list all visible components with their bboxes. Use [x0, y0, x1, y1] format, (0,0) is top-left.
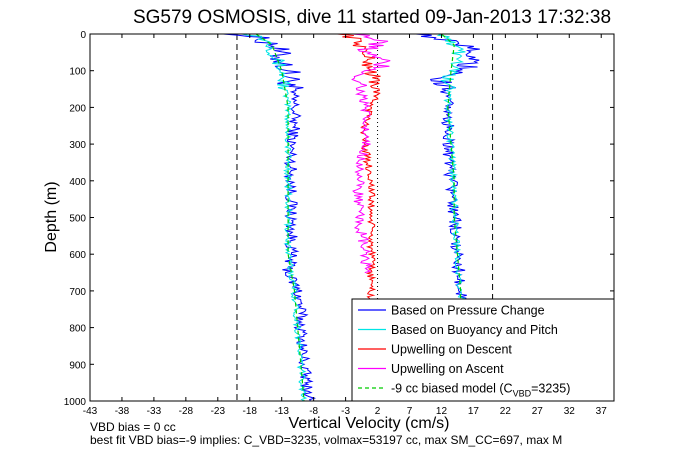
series-4-descent-line [255, 33, 305, 402]
x-tick-label: 22 [500, 406, 512, 417]
x-tick-label: -13 [274, 406, 289, 417]
y-tick-label: 200 [69, 103, 86, 114]
y-tick-label: 700 [69, 287, 86, 298]
x-tick-label: 12 [436, 406, 448, 417]
x-tick-label: 17 [468, 406, 480, 417]
series-3-profile-line [351, 33, 391, 274]
x-tick-label: 37 [596, 406, 608, 417]
y-tick-label: 800 [69, 324, 86, 335]
y-tick-label: 600 [69, 250, 86, 261]
y-tick-label: 500 [69, 214, 86, 225]
x-tick-label: -43 [83, 406, 98, 417]
legend-label-3: Upwelling on Ascent [391, 362, 504, 376]
y-axis-label: Depth (m) [43, 181, 60, 252]
legend: Based on Pressure Change Based on Buoyanc… [351, 298, 615, 402]
x-tick-label: -8 [309, 406, 318, 417]
x-tick-label: 7 [407, 406, 413, 417]
y-tick-label: 1000 [64, 397, 87, 408]
footnote-vbd-bias: VBD bias = 0 cc [90, 420, 176, 434]
y-tick-label: 300 [69, 140, 86, 151]
x-tick-label: 2 [375, 406, 381, 417]
footnote-best-fit: best fit VBD bias=-9 implies: C_VBD=3235… [90, 433, 562, 447]
legend-label-2: Upwelling on Descent [391, 343, 512, 357]
legend-label-0: Based on Pressure Change [391, 304, 545, 318]
x-tick-label: -18 [243, 406, 258, 417]
y-tick-label: 0 [80, 30, 86, 41]
y-tick-label: 900 [69, 360, 86, 371]
series-1-descent-line [242, 33, 308, 402]
legend-label-1: Based on Buoyancy and Pitch [391, 323, 558, 337]
series-2-profile-line [337, 33, 381, 328]
legend-label-4: -9 cc biased model (CVBD=3235) [391, 382, 570, 399]
x-tick-label: -33 [147, 406, 162, 417]
x-tick-label: -38 [115, 406, 130, 417]
x-tick-label: 32 [564, 406, 576, 417]
ticks-layer: -43 -38 -33 -28 -23 -18 -13 -8 -3 2 7 12 17 22 27 32 370… [64, 30, 614, 417]
x-tick-label: -3 [341, 406, 350, 417]
x-axis-label: Vertical Velocity (cm/s) [289, 415, 450, 432]
x-tick-label: 27 [532, 406, 544, 417]
legend-box [351, 298, 615, 402]
x-tick-label: -23 [211, 406, 226, 417]
chart-title: SG579 OSMOSIS, dive 11 started 09-Jan-20… [133, 7, 611, 28]
y-tick-label: 400 [69, 177, 86, 188]
x-tick-label: -28 [179, 406, 194, 417]
y-tick-label: 100 [69, 67, 86, 78]
